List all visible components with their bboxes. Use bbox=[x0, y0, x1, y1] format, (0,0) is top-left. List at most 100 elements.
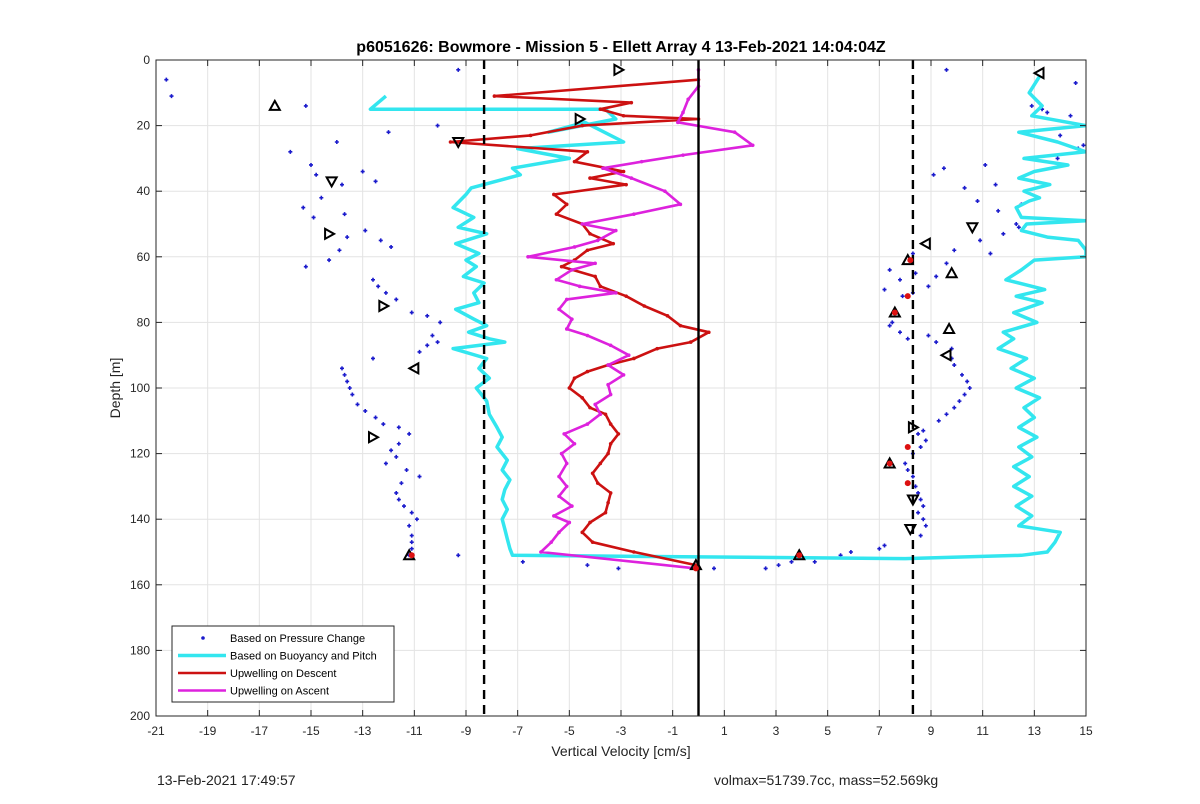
series-point bbox=[570, 317, 574, 321]
x-tick-label: -11 bbox=[406, 724, 423, 738]
triangle-marker-up bbox=[942, 321, 956, 334]
pressure-change-point bbox=[926, 333, 931, 338]
pressure-change-point bbox=[164, 77, 169, 82]
series-point bbox=[603, 412, 608, 417]
pressure-change-point bbox=[916, 490, 921, 495]
series-point bbox=[564, 297, 569, 302]
plot-area bbox=[164, 60, 1086, 716]
pressure-change-point bbox=[396, 497, 401, 502]
pressure-change-point bbox=[386, 130, 391, 135]
footer-volmax-mass: volmax=51739.7cc, mass=52.569kg bbox=[714, 772, 939, 788]
pressure-change-point bbox=[960, 372, 964, 377]
pressure-change-point bbox=[407, 431, 412, 436]
pressure-change-point bbox=[1081, 143, 1086, 148]
series-point bbox=[608, 392, 613, 397]
series-point bbox=[580, 123, 585, 128]
series-point bbox=[601, 166, 605, 171]
pressure-change-point bbox=[373, 415, 378, 420]
pressure-change-point bbox=[378, 238, 383, 243]
pressure-change-point bbox=[381, 422, 386, 427]
triangle-marker-left bbox=[918, 236, 931, 251]
series-point bbox=[632, 550, 636, 554]
pressure-change-point bbox=[399, 481, 404, 486]
pressure-change-point bbox=[923, 438, 928, 443]
pressure-change-point bbox=[931, 172, 936, 177]
pressure-change-point bbox=[417, 349, 422, 354]
series-point bbox=[676, 120, 680, 125]
series-point bbox=[557, 494, 561, 499]
triangle-marker-down bbox=[906, 494, 920, 507]
series-point bbox=[562, 432, 566, 436]
series-point bbox=[688, 340, 693, 344]
series-point bbox=[598, 284, 603, 289]
series-point bbox=[572, 376, 577, 380]
pressure-change-point bbox=[350, 392, 355, 397]
series-point bbox=[624, 182, 628, 187]
pressure-change-point bbox=[993, 182, 998, 187]
pressure-change-point bbox=[936, 418, 941, 423]
pressure-change-point bbox=[944, 412, 949, 417]
series-point bbox=[552, 514, 556, 518]
chart-title: p6051626: Bowmore - Mission 5 - Ellett A… bbox=[356, 39, 886, 56]
series-point bbox=[606, 382, 610, 387]
series-point bbox=[663, 189, 667, 193]
series-point bbox=[608, 491, 613, 495]
pressure-change-point bbox=[877, 546, 882, 551]
pressure-change-point bbox=[409, 510, 414, 515]
pressure-change-point bbox=[435, 340, 440, 345]
pressure-change-point bbox=[934, 274, 939, 279]
series-point bbox=[570, 268, 574, 272]
series-point bbox=[567, 386, 572, 390]
series-point bbox=[554, 212, 559, 216]
footer-timestamp: 13-Feb-2021 17:49:57 bbox=[157, 772, 296, 788]
pressure-change-point bbox=[396, 441, 401, 446]
y-axis-label: Depth [m] bbox=[107, 358, 123, 419]
pressure-change-point bbox=[962, 392, 967, 397]
series-point bbox=[577, 284, 582, 289]
triangle-marker-right bbox=[378, 299, 391, 313]
pressure-change-point bbox=[585, 563, 590, 568]
pressure-change-point bbox=[848, 550, 853, 554]
series-point bbox=[539, 550, 543, 554]
pressure-change-point bbox=[409, 310, 414, 315]
pressure-change-point bbox=[360, 169, 365, 174]
y-tick-label: 200 bbox=[130, 709, 150, 723]
series-point bbox=[732, 130, 737, 134]
x-tick-label: -19 bbox=[199, 724, 217, 738]
series-point bbox=[564, 202, 569, 207]
pressure-change-point bbox=[988, 251, 993, 256]
pressure-change-point bbox=[965, 379, 970, 384]
series-point bbox=[678, 202, 683, 207]
series-point bbox=[567, 520, 572, 525]
pressure-change-point bbox=[941, 166, 946, 171]
series-point bbox=[621, 169, 626, 174]
y-tick-label: 120 bbox=[130, 447, 150, 461]
y-tick-label: 60 bbox=[137, 250, 151, 264]
pressure-change-point bbox=[337, 248, 342, 253]
triangle-marker-down bbox=[324, 176, 339, 189]
pressure-change-point bbox=[409, 540, 414, 545]
pressure-change-point bbox=[169, 94, 174, 99]
pressure-change-point bbox=[409, 546, 414, 551]
series-point bbox=[614, 291, 618, 295]
pressure-change-point bbox=[438, 320, 443, 325]
x-tick-label: -5 bbox=[564, 724, 575, 738]
series-point bbox=[580, 222, 585, 226]
series-point bbox=[552, 192, 556, 197]
pressure-change-point bbox=[921, 517, 926, 522]
pressure-change-point bbox=[978, 238, 983, 243]
x-tick-label: 9 bbox=[928, 724, 935, 738]
x-tick-label: -9 bbox=[461, 724, 472, 738]
red-dot-marker bbox=[907, 257, 914, 264]
x-tick-label: -1 bbox=[667, 724, 678, 738]
pressure-change-point bbox=[425, 343, 430, 348]
pressure-change-point bbox=[962, 185, 967, 190]
red-dot-marker bbox=[904, 480, 911, 487]
series-point bbox=[585, 248, 590, 253]
triangle-marker-right bbox=[907, 420, 920, 435]
series-point bbox=[707, 330, 711, 335]
pressure-change-point bbox=[345, 235, 350, 240]
plot-clipped bbox=[164, 60, 1086, 716]
axes: -21 -19 -17 -15 -13 -11 -9 -7 -5 -3 -1 1 3 5 7 9 11 13 150… bbox=[130, 53, 1093, 738]
